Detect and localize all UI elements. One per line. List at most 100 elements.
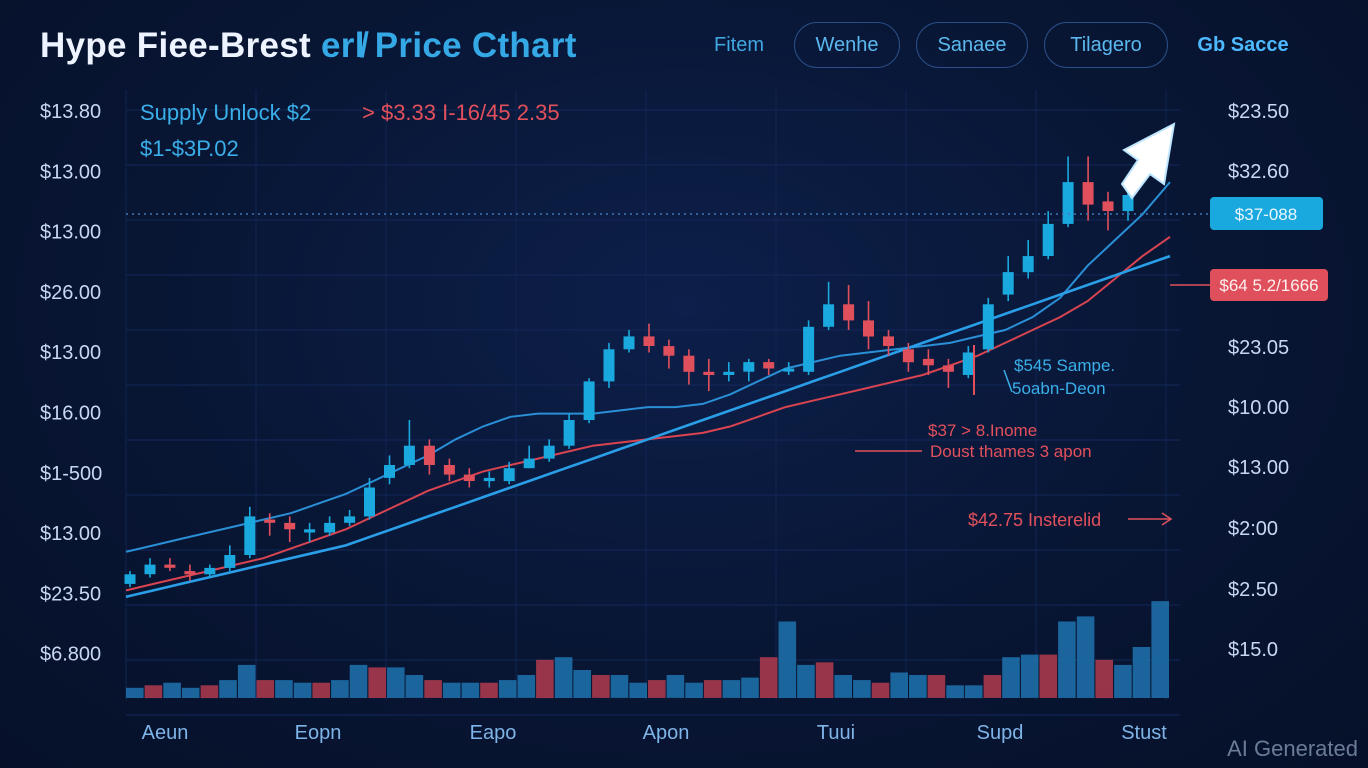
volume-bar — [1114, 664, 1132, 698]
candle-body — [823, 304, 835, 327]
x-axis-tick-label: Aeun — [142, 722, 189, 744]
candle-body — [883, 336, 894, 346]
annotation-sample-2: 5oabn-Deon — [1012, 379, 1106, 398]
right-axis-tick-label: $2:00 — [1228, 518, 1278, 540]
price-tag-blue-label: $37-088 — [1235, 205, 1297, 224]
left-axis-tick-label: $13.80 — [40, 101, 101, 123]
right-axis-tick-label: $32.60 — [1228, 161, 1289, 183]
candle-body — [663, 346, 675, 356]
volume-bar — [1039, 654, 1058, 698]
volume-bar — [349, 664, 368, 698]
trend-up-arrow-icon — [1120, 122, 1176, 200]
left-axis-tick-label: $13.00 — [40, 523, 101, 545]
candle-body — [1022, 256, 1034, 273]
candle-body — [1082, 182, 1094, 205]
volume-bar — [983, 675, 1002, 698]
candle-body — [703, 371, 715, 375]
nav-pill-tilagero[interactable]: Tilagero — [1044, 22, 1168, 68]
volume-bar — [871, 682, 890, 698]
candle-body — [463, 474, 475, 481]
candle-body — [304, 529, 316, 533]
nav-brand[interactable]: Gb Sacce — [1197, 34, 1289, 56]
candle-body — [423, 445, 435, 465]
right-axis-tick-label: $23.50 — [1228, 101, 1289, 123]
volume-bar — [554, 657, 573, 698]
volume-bar — [424, 680, 442, 698]
annotation-sub-label: $1-$3P.02 — [140, 136, 239, 161]
volume-bars — [126, 601, 1169, 699]
volume-bar — [442, 682, 461, 698]
volume-bar — [964, 685, 983, 699]
candle-body — [1122, 195, 1134, 212]
candle-body — [783, 368, 795, 372]
volume-bar — [1058, 621, 1076, 698]
candle-body — [403, 445, 415, 465]
volume-bar — [219, 680, 237, 698]
volume-bar — [759, 657, 778, 698]
right-axis-tick-label: $10.00 — [1228, 397, 1289, 419]
ma-line-slow — [125, 254, 1171, 599]
volume-bar — [909, 675, 927, 698]
chart-grid — [125, 90, 1180, 716]
candlesticks — [124, 156, 1134, 588]
candle-body — [543, 445, 555, 459]
candle-body — [563, 420, 575, 446]
volume-bar — [853, 680, 871, 698]
nav-pill-sanaee[interactable]: Sanaee — [916, 22, 1028, 68]
nav-item-fitem[interactable]: Fitem — [714, 34, 764, 56]
candle-body — [244, 516, 256, 555]
candle-body — [962, 352, 974, 375]
candle-body — [723, 371, 735, 375]
x-axis-tick-label: Supd — [977, 722, 1024, 744]
annotation-range-red: > $3.33 I-16/45 2.35 — [362, 100, 560, 125]
volume-bar — [592, 675, 610, 698]
volume-bar — [293, 682, 312, 698]
x-axis-tick-label: Apon — [643, 722, 690, 744]
candle-body — [603, 349, 615, 382]
volume-bar — [181, 687, 200, 698]
candle-body — [922, 358, 934, 366]
left-axis-tick-label: $1-500 — [40, 463, 102, 485]
x-axis-tick-label: Stust — [1121, 722, 1167, 744]
candle-body — [164, 564, 176, 568]
candle-body — [384, 465, 395, 478]
volume-bar — [1002, 657, 1020, 698]
price-tag-red-label: $64 5.2/1666 — [1219, 276, 1318, 295]
candle-body — [942, 365, 954, 372]
candle-body — [443, 465, 455, 475]
right-axis-tick-label: $15.0 — [1228, 639, 1278, 661]
volume-bar — [331, 680, 349, 698]
volume-bar — [368, 667, 386, 698]
annotation-supply-unlock: Supply Unlock $2 — [140, 100, 311, 125]
volume-bar — [1151, 601, 1169, 698]
volume-bar — [517, 675, 536, 698]
candle-body — [1042, 223, 1054, 256]
page-title: Hype Fiee-Brest erl̸ Price Cthart — [40, 26, 577, 66]
volume-bar — [666, 675, 685, 698]
nav-pill-wenhe[interactable]: Wenhe — [794, 22, 900, 68]
left-axis-tick-label: $16.00 — [40, 403, 101, 425]
volume-bar — [610, 675, 629, 698]
annotation-red-note-1: $37 > 8.Inome — [928, 421, 1037, 440]
volume-bar — [648, 680, 666, 698]
right-axis-tick-label: $23.05 — [1228, 337, 1289, 359]
volume-bar — [312, 682, 330, 698]
candle-body — [683, 355, 695, 372]
right-axis-tick-label: $2.50 — [1228, 579, 1278, 601]
moving-averages — [125, 181, 1171, 599]
x-axis-tick-label: Eapo — [470, 722, 517, 744]
volume-bar — [741, 677, 759, 698]
ma-line-fast — [125, 181, 1171, 553]
candle-body — [902, 349, 914, 363]
left-axis-tick-label: $26.00 — [40, 282, 101, 304]
annotation-red-note-3: $42.75 Insterelid — [968, 510, 1101, 530]
volume-bar — [163, 682, 181, 698]
candle-body — [364, 487, 375, 517]
candle-body — [204, 567, 216, 575]
volume-bar — [237, 664, 256, 698]
volume-bar — [1076, 616, 1095, 698]
left-axis-tick-label: $13.00 — [40, 222, 101, 244]
annotation-sample-pointer — [1003, 369, 1013, 393]
candle-body — [324, 522, 336, 533]
candle-body — [483, 477, 495, 482]
